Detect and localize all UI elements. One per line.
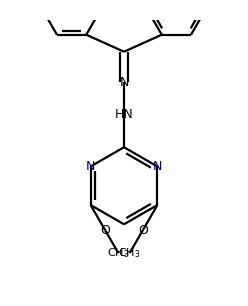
Text: N: N — [153, 160, 162, 173]
Text: N: N — [119, 76, 129, 89]
Text: CH$_3$: CH$_3$ — [118, 246, 141, 260]
Text: CH$_3$: CH$_3$ — [107, 246, 130, 260]
Text: HN: HN — [115, 108, 133, 121]
Text: O: O — [100, 224, 110, 237]
Text: O: O — [138, 224, 148, 237]
Text: N: N — [86, 160, 95, 173]
